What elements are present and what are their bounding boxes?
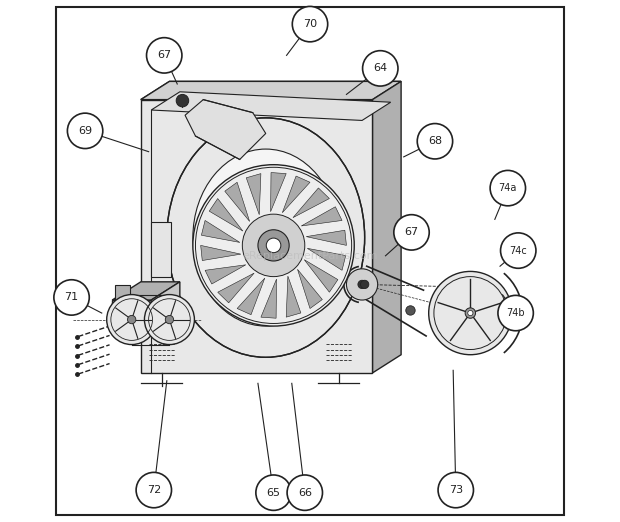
Text: 64: 64 [373, 63, 388, 74]
Circle shape [498, 295, 533, 331]
Polygon shape [286, 276, 301, 317]
Circle shape [54, 280, 89, 315]
Text: 65: 65 [267, 488, 281, 497]
Text: 73: 73 [449, 485, 463, 495]
Circle shape [128, 315, 136, 324]
Text: 74a: 74a [498, 183, 517, 193]
Circle shape [176, 94, 188, 107]
Polygon shape [282, 176, 310, 212]
Polygon shape [246, 174, 261, 215]
Circle shape [394, 215, 429, 250]
Circle shape [256, 475, 291, 511]
Circle shape [500, 233, 536, 268]
Text: 68: 68 [428, 136, 442, 146]
Ellipse shape [167, 118, 365, 358]
Ellipse shape [193, 149, 339, 326]
Polygon shape [185, 100, 266, 160]
Polygon shape [304, 259, 338, 292]
Circle shape [406, 306, 415, 315]
Circle shape [146, 38, 182, 73]
Text: 67: 67 [157, 50, 171, 61]
Polygon shape [141, 81, 401, 100]
Polygon shape [308, 248, 346, 270]
Circle shape [465, 308, 476, 318]
Polygon shape [112, 282, 180, 300]
Polygon shape [205, 265, 246, 284]
Polygon shape [270, 173, 286, 211]
Text: 74c: 74c [510, 245, 527, 256]
Text: 69: 69 [78, 126, 92, 136]
Text: 74b: 74b [507, 308, 525, 318]
Polygon shape [201, 245, 241, 260]
Circle shape [144, 294, 195, 345]
Circle shape [347, 269, 378, 300]
Polygon shape [373, 81, 401, 373]
Polygon shape [237, 278, 265, 315]
Circle shape [258, 230, 289, 261]
Polygon shape [301, 207, 342, 226]
Text: 71: 71 [64, 292, 79, 302]
Text: eReplacementParts.com: eReplacementParts.com [242, 251, 378, 261]
Circle shape [266, 238, 281, 253]
Polygon shape [151, 282, 180, 334]
Circle shape [107, 294, 157, 345]
Polygon shape [261, 279, 277, 318]
Text: 72: 72 [147, 485, 161, 495]
Polygon shape [141, 81, 401, 100]
Circle shape [428, 271, 512, 355]
Circle shape [136, 472, 172, 508]
Polygon shape [218, 273, 254, 303]
Polygon shape [141, 100, 373, 373]
Polygon shape [112, 300, 151, 334]
Polygon shape [202, 220, 240, 242]
Polygon shape [306, 230, 347, 245]
Polygon shape [298, 269, 322, 309]
Circle shape [287, 475, 322, 511]
Circle shape [363, 51, 398, 86]
Circle shape [360, 280, 369, 289]
Circle shape [242, 214, 305, 277]
Text: 70: 70 [303, 19, 317, 29]
Circle shape [68, 113, 103, 149]
Text: 67: 67 [404, 228, 418, 238]
Circle shape [292, 6, 328, 42]
Circle shape [358, 280, 366, 289]
Polygon shape [115, 286, 130, 300]
Polygon shape [209, 198, 243, 231]
Polygon shape [151, 92, 391, 121]
Polygon shape [293, 188, 329, 218]
Text: 66: 66 [298, 488, 312, 497]
Circle shape [490, 170, 526, 206]
Circle shape [417, 124, 453, 159]
Circle shape [438, 472, 474, 508]
Circle shape [166, 315, 174, 324]
Circle shape [467, 311, 473, 316]
Bar [151, 222, 171, 277]
Circle shape [193, 164, 354, 326]
Polygon shape [225, 182, 250, 221]
